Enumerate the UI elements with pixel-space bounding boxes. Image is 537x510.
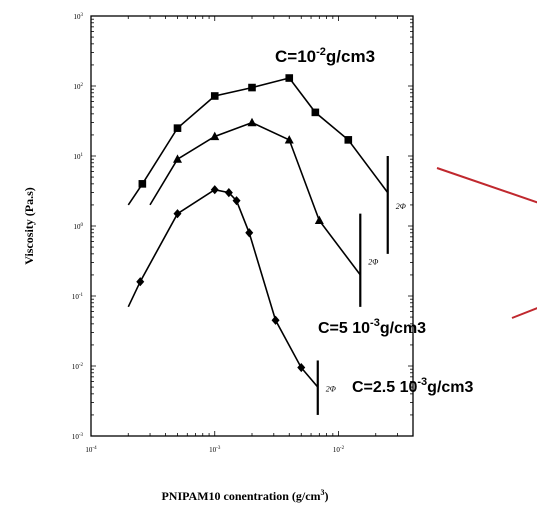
- y-axis-title: Viscosity (Pa.s): [22, 187, 36, 265]
- square-marker: [173, 124, 182, 132]
- diamond-marker: [297, 362, 306, 373]
- diamond-marker: [224, 188, 233, 198]
- diamond-marker: [245, 228, 254, 238]
- y-axis-ticks: 103 102 101 100 10-1 10-2 10-3: [72, 13, 413, 441]
- series-line-3: [127, 188, 319, 388]
- y-tick-label: 10-1: [72, 293, 84, 301]
- red-annotation-lines: [436, 167, 537, 319]
- y-tick-label: 103: [74, 13, 84, 21]
- diamond-marker: [173, 209, 182, 219]
- series-label-c3: C=2.5 10-3g/cm3: [352, 376, 474, 396]
- y-tick-label: 101: [74, 153, 84, 161]
- diamond-marker: [136, 277, 145, 287]
- data-series: [127, 74, 389, 388]
- triangle-marker: [314, 215, 324, 225]
- square-marker: [138, 180, 147, 188]
- red-annotation-line-lower: [511, 307, 537, 319]
- square-marker: [248, 83, 256, 92]
- phase-label-3: 2Φ: [326, 385, 336, 394]
- phase-boundaries: 2Φ 2Φ 2Φ: [316, 156, 406, 415]
- x-tick-label: 10-2: [333, 446, 345, 454]
- x-tick-label: 10-4: [85, 446, 97, 454]
- x-axis-ticks: 10-4 10-3 10-2: [85, 16, 414, 454]
- square-marker: [344, 136, 353, 144]
- diamond-marker: [232, 196, 241, 206]
- series-label-c2: C=5 10-3g/cm3: [318, 317, 426, 337]
- phase-label-1: 2Φ: [396, 202, 406, 211]
- y-tick-label: 100: [74, 223, 84, 231]
- square-marker: [210, 92, 219, 100]
- diamond-marker: [271, 315, 280, 325]
- triangle-marker: [172, 154, 182, 163]
- phase-label-2: 2Φ: [368, 257, 378, 266]
- plot-frame: [90, 15, 414, 437]
- square-marker: [285, 74, 294, 82]
- diamond-marker: [210, 185, 219, 195]
- x-axis-title: PNIPAM10 conentration (g/cm3): [161, 488, 328, 503]
- red-annotation-line-upper: [436, 167, 537, 204]
- square-marker: [311, 108, 320, 117]
- triangle-marker: [247, 117, 257, 127]
- x-tick-label: 10-3: [209, 446, 221, 454]
- y-tick-label: 10-3: [72, 433, 84, 441]
- y-tick-label: 10-2: [72, 363, 84, 371]
- series-label-c1: C=10-2g/cm3: [275, 46, 375, 66]
- triangle-marker: [210, 131, 220, 141]
- y-tick-label: 102: [74, 83, 84, 91]
- triangle-marker: [284, 135, 294, 144]
